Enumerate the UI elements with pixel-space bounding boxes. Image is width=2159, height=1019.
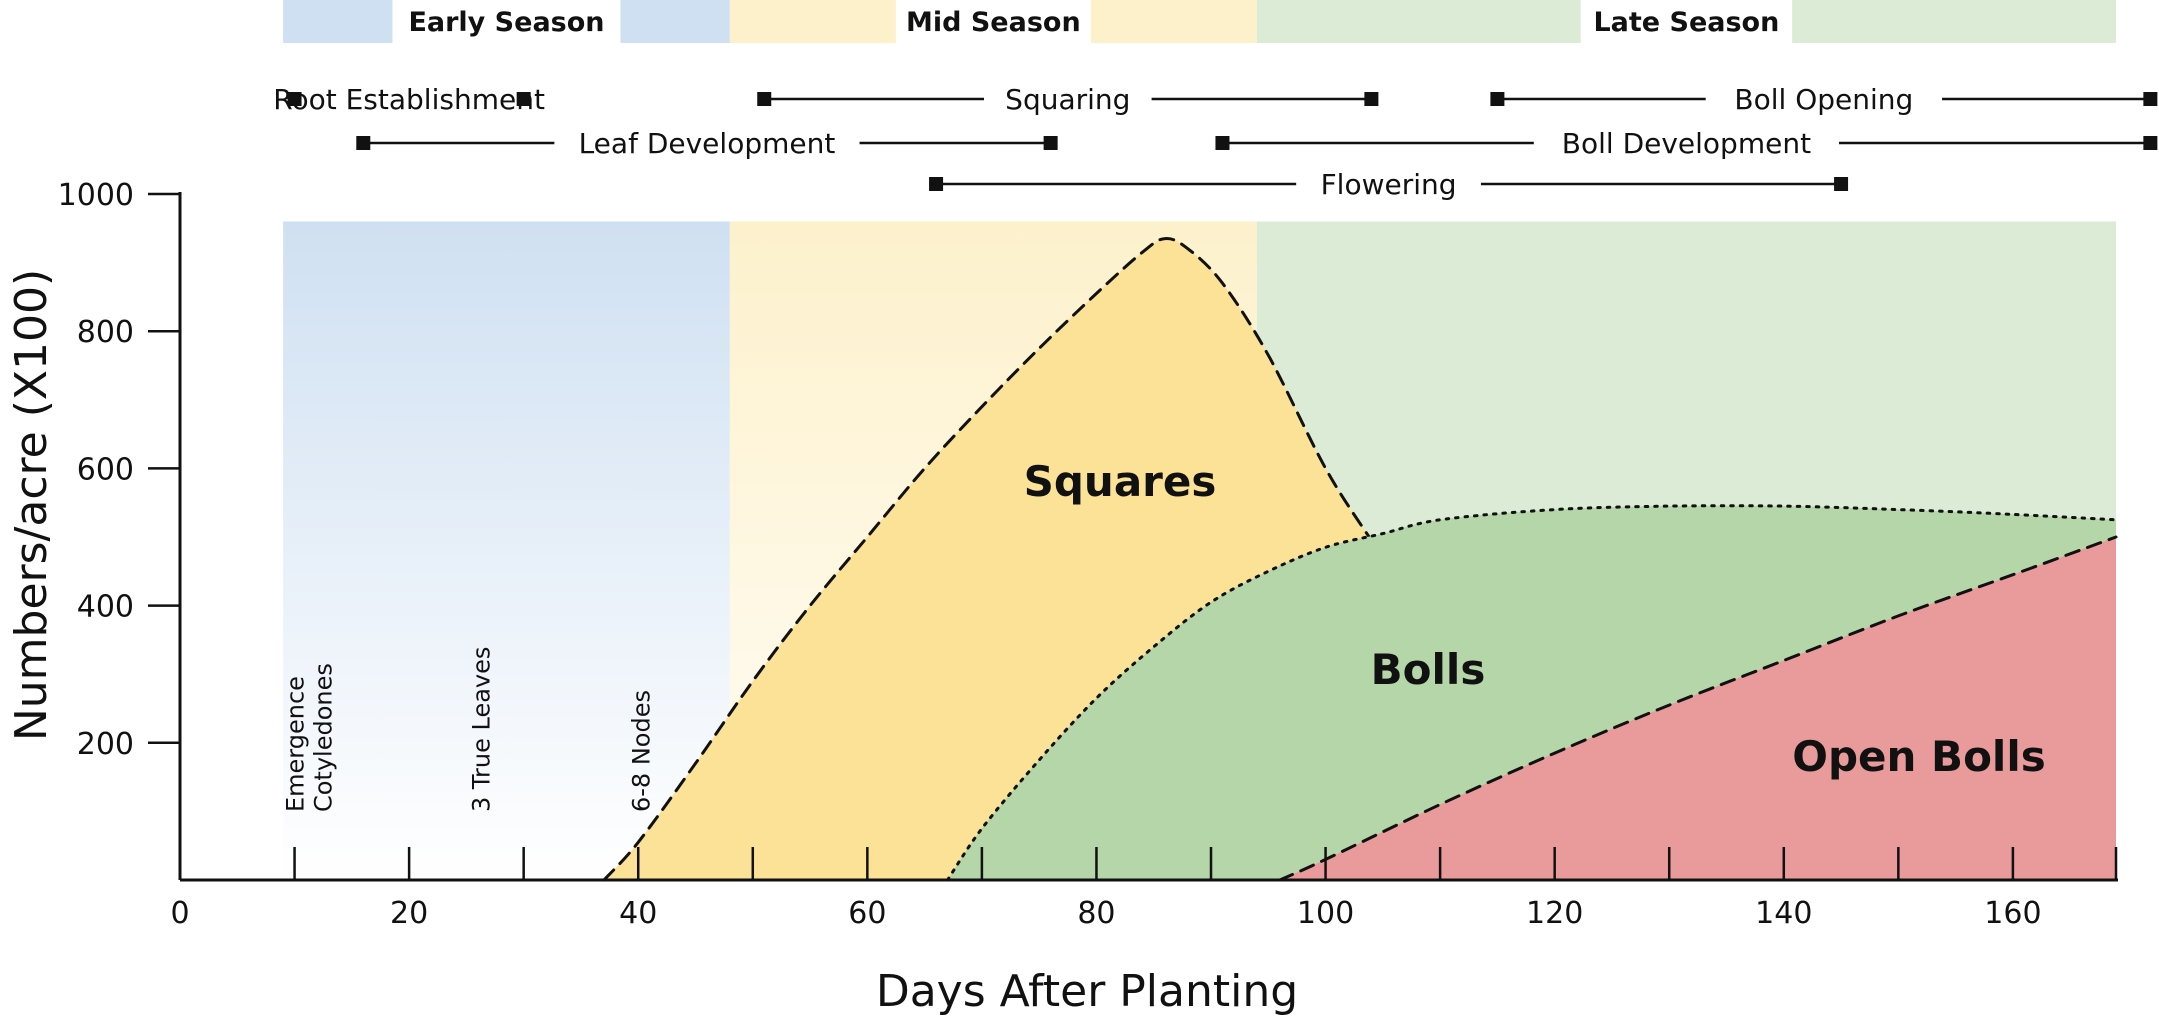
season-header: Early Season Mid Season Late Season: [283, 0, 2116, 43]
series-outline: [1278, 535, 2118, 882]
season-label-mid-season: Mid Season: [906, 7, 1081, 38]
stage-end-marker: [1364, 92, 1379, 106]
stage-end-marker: [1043, 136, 1058, 150]
growth-stage-6-8-nodes: 6-8 Nodes: [628, 690, 656, 812]
x-tick-label-0: 0: [170, 896, 189, 931]
axes: 0 20 40 60 80 100 120 140 160 200 400 600 800 1000 Day…: [6, 178, 2118, 1017]
growth-stage-emergence: Emergence Cotyledones: [281, 663, 337, 812]
season-header-bar: [729, 0, 896, 43]
stage-label: Boll Opening: [1734, 83, 1913, 116]
season-header-bar: [620, 0, 730, 43]
growth-stage-3-true-leaves: 3 True Leaves: [467, 647, 495, 812]
x-axis-title: Days After Planting: [876, 966, 1298, 1017]
x-tick-label-80: 80: [1077, 896, 1115, 931]
series-label-squares: Squares: [1024, 457, 1217, 506]
season-header-bar: [283, 0, 393, 43]
stage-boll-opening: Boll Opening: [1490, 83, 2158, 116]
growth-stage-labels: Emergence Cotyledones 3 True Leaves 6-8 Nod…: [281, 647, 655, 812]
stage-end-marker: [2143, 92, 2158, 106]
y-tick-label-400: 400: [77, 590, 134, 625]
y-tick-label-1000: 1000: [58, 178, 134, 213]
y-tick-label-600: 600: [77, 452, 134, 487]
x-tick-label-20: 20: [390, 896, 428, 931]
series-outline: [946, 504, 2118, 882]
y-tick-label-800: 800: [77, 315, 134, 350]
stage-start-marker: [757, 92, 772, 106]
stage-label: Squaring: [1005, 83, 1130, 116]
growth-stage-label: 3 True Leaves: [467, 647, 495, 812]
development-stages: Root Establishment Squaring Boll Opening Le…: [273, 83, 2158, 201]
stage-start-marker: [287, 92, 302, 106]
season-label-early-season: Early Season: [408, 7, 604, 38]
season-header-bar: [1090, 0, 1257, 43]
stage-end-marker: [516, 92, 531, 106]
x-tick-label-140: 140: [1755, 896, 1812, 931]
series-area: [1279, 537, 2116, 880]
series-open-bolls: [1278, 535, 2118, 882]
stage-start-marker: [1490, 92, 1505, 106]
season-band-early-season: [283, 221, 730, 880]
x-tick-label-100: 100: [1297, 896, 1354, 931]
stage-end-marker: [1834, 177, 1849, 191]
stage-start-marker: [1215, 136, 1230, 150]
stage-squaring: Squaring: [757, 83, 1379, 116]
season-header-bar: [1792, 0, 2116, 43]
stage-root-establishment: Root Establishment: [273, 83, 545, 116]
x-tick-label-160: 160: [1984, 896, 2041, 931]
y-tick-label-200: 200: [77, 727, 134, 762]
y-axis-title: Numbers/acre (X100): [6, 269, 57, 741]
stage-label: Root Establishment: [273, 83, 545, 116]
stage-start-marker: [929, 177, 944, 191]
series-label-bolls: Bolls: [1371, 645, 1486, 694]
stage-end-marker: [2143, 136, 2158, 150]
season-label-late-season: Late Season: [1593, 7, 1779, 38]
x-tick-label-120: 120: [1526, 896, 1583, 931]
x-tick-label-40: 40: [619, 896, 657, 931]
stage-boll-development: Boll Development: [1215, 127, 2158, 160]
stage-label: Boll Development: [1562, 127, 1811, 160]
growth-stage-label: 6-8 Nodes: [628, 690, 656, 812]
stage-start-marker: [356, 136, 371, 150]
stage-label: Flowering: [1321, 168, 1457, 201]
series-labels: Squares Bolls Open Bolls: [1024, 457, 2046, 781]
stage-leaf-development: Leaf Development: [356, 127, 1058, 160]
season-header-bar: [1256, 0, 1581, 43]
x-tick-label-60: 60: [848, 896, 886, 931]
stage-label: Leaf Development: [579, 127, 836, 160]
growth-stage-label: Emergence: [281, 676, 309, 812]
series-areas: [602, 237, 2118, 882]
growth-stage-label: Cotyledones: [309, 663, 337, 812]
series-label-open-bolls: Open Bolls: [1792, 732, 2045, 781]
stage-flowering: Flowering: [929, 168, 1849, 201]
series-outline: [602, 237, 1373, 882]
